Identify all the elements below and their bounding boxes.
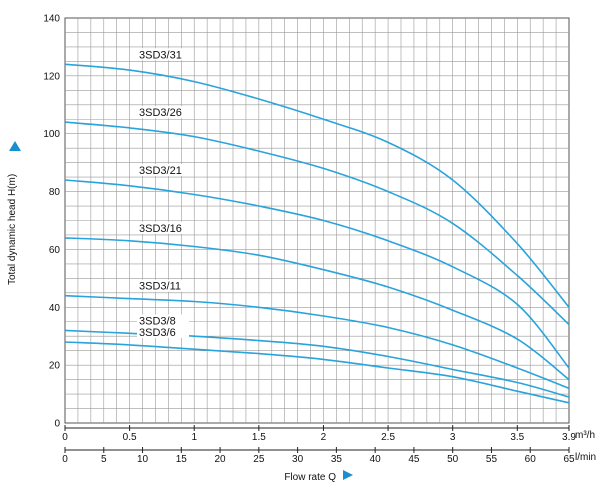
- y-tick-label: 40: [49, 303, 61, 314]
- y-axis-arrow-icon: [9, 141, 21, 151]
- y-axis-label: Total dynamic head H(m): [7, 174, 18, 285]
- x-axis-lmin-ticks: 0 5 10 15 20 25 30 35 40 45 50 55 60 65: [62, 447, 575, 465]
- x-unit-m3h: m³/h: [575, 430, 595, 441]
- series-label: 3SD3/31: [139, 49, 182, 61]
- x-tick-label-m3h: 3.5: [510, 432, 524, 443]
- x-tick-label-m3h: 2.5: [381, 432, 395, 443]
- x-tick-label-lmin: 50: [447, 454, 459, 465]
- x-tick-label-m3h: 1: [191, 432, 197, 443]
- x-tick-label-lmin: 40: [370, 454, 382, 465]
- series-label-bg: [137, 164, 189, 176]
- series-label-bg: [137, 279, 189, 292]
- x-tick-label-m3h: 1.5: [252, 432, 266, 443]
- x-tick-label-m3h: 2: [321, 432, 327, 443]
- x-tick-label-lmin: 20: [215, 454, 227, 465]
- x-tick-label-lmin: 60: [525, 454, 537, 465]
- y-axis-title: Total dynamic head H(m): [7, 141, 21, 285]
- x-tick-label-lmin: 10: [137, 454, 149, 465]
- x-tick-label-lmin: 5: [101, 454, 107, 465]
- series-label: 3SD3/8: [139, 315, 176, 327]
- series-line: [64, 63, 570, 308]
- series-label-bg: [137, 106, 189, 119]
- series-line: [64, 179, 570, 369]
- y-tick-label: 60: [49, 245, 61, 256]
- y-tick-label: 140: [43, 14, 60, 25]
- series-line: [64, 237, 570, 381]
- x-axis-arrow-icon: [343, 470, 353, 480]
- curve-labels: 3SD3/31 3SD3/26 3SD3/21 3SD3/16 3SD3/11 3SD3/…: [137, 48, 189, 339]
- x-tick-label-m3h: 3: [450, 432, 456, 443]
- x-axis-m3h-ticks: 0 0.5 1 1.5 2 2.5 3 3.5 3.9: [62, 425, 576, 443]
- series-line: [64, 341, 570, 404]
- x-tick-label-lmin: 0: [62, 454, 68, 465]
- series-label: 3SD3/6: [139, 327, 176, 339]
- x-axis-label: Flow rate Q: [284, 472, 336, 483]
- x-tick-label-lmin: 55: [486, 454, 498, 465]
- x-tick-label-m3h: 0.5: [123, 432, 137, 443]
- x-tick-label-lmin: 15: [176, 454, 188, 465]
- x-tick-label-lmin: 65: [563, 454, 575, 465]
- series-line: [64, 121, 570, 326]
- x-tick-label-lmin: 25: [253, 454, 265, 465]
- series-line: [64, 294, 570, 390]
- x-tick-label-m3h: 3.9: [562, 432, 576, 443]
- series-label: 3SD3/26: [139, 107, 182, 119]
- series-label-bg: [137, 48, 189, 61]
- series-label: 3SD3/16: [139, 223, 182, 235]
- y-tick-label: 0: [54, 419, 60, 430]
- y-tick-label: 80: [49, 187, 61, 198]
- x-axis-title: Flow rate Q: [284, 470, 353, 483]
- x-unit-lmin: l/min: [575, 452, 596, 463]
- grid: [64, 17, 570, 424]
- series-label-bg: [137, 221, 189, 234]
- series-label: 3SD3/21: [139, 165, 182, 177]
- series-label-bg: [137, 326, 189, 338]
- y-tick-label: 20: [49, 361, 61, 372]
- x-tick-label-lmin: 45: [408, 454, 420, 465]
- y-tick-label: 120: [43, 71, 60, 82]
- y-axis-ticks: 0 20 40 60 80 100 120 140: [43, 14, 60, 430]
- x-tick-label-m3h: 0: [62, 432, 68, 443]
- series-label: 3SD3/11: [139, 281, 181, 293]
- series-label-bg: [137, 314, 189, 327]
- x-tick-label-lmin: 30: [292, 454, 304, 465]
- y-tick-label: 100: [43, 129, 60, 140]
- x-tick-label-lmin: 35: [331, 454, 343, 465]
